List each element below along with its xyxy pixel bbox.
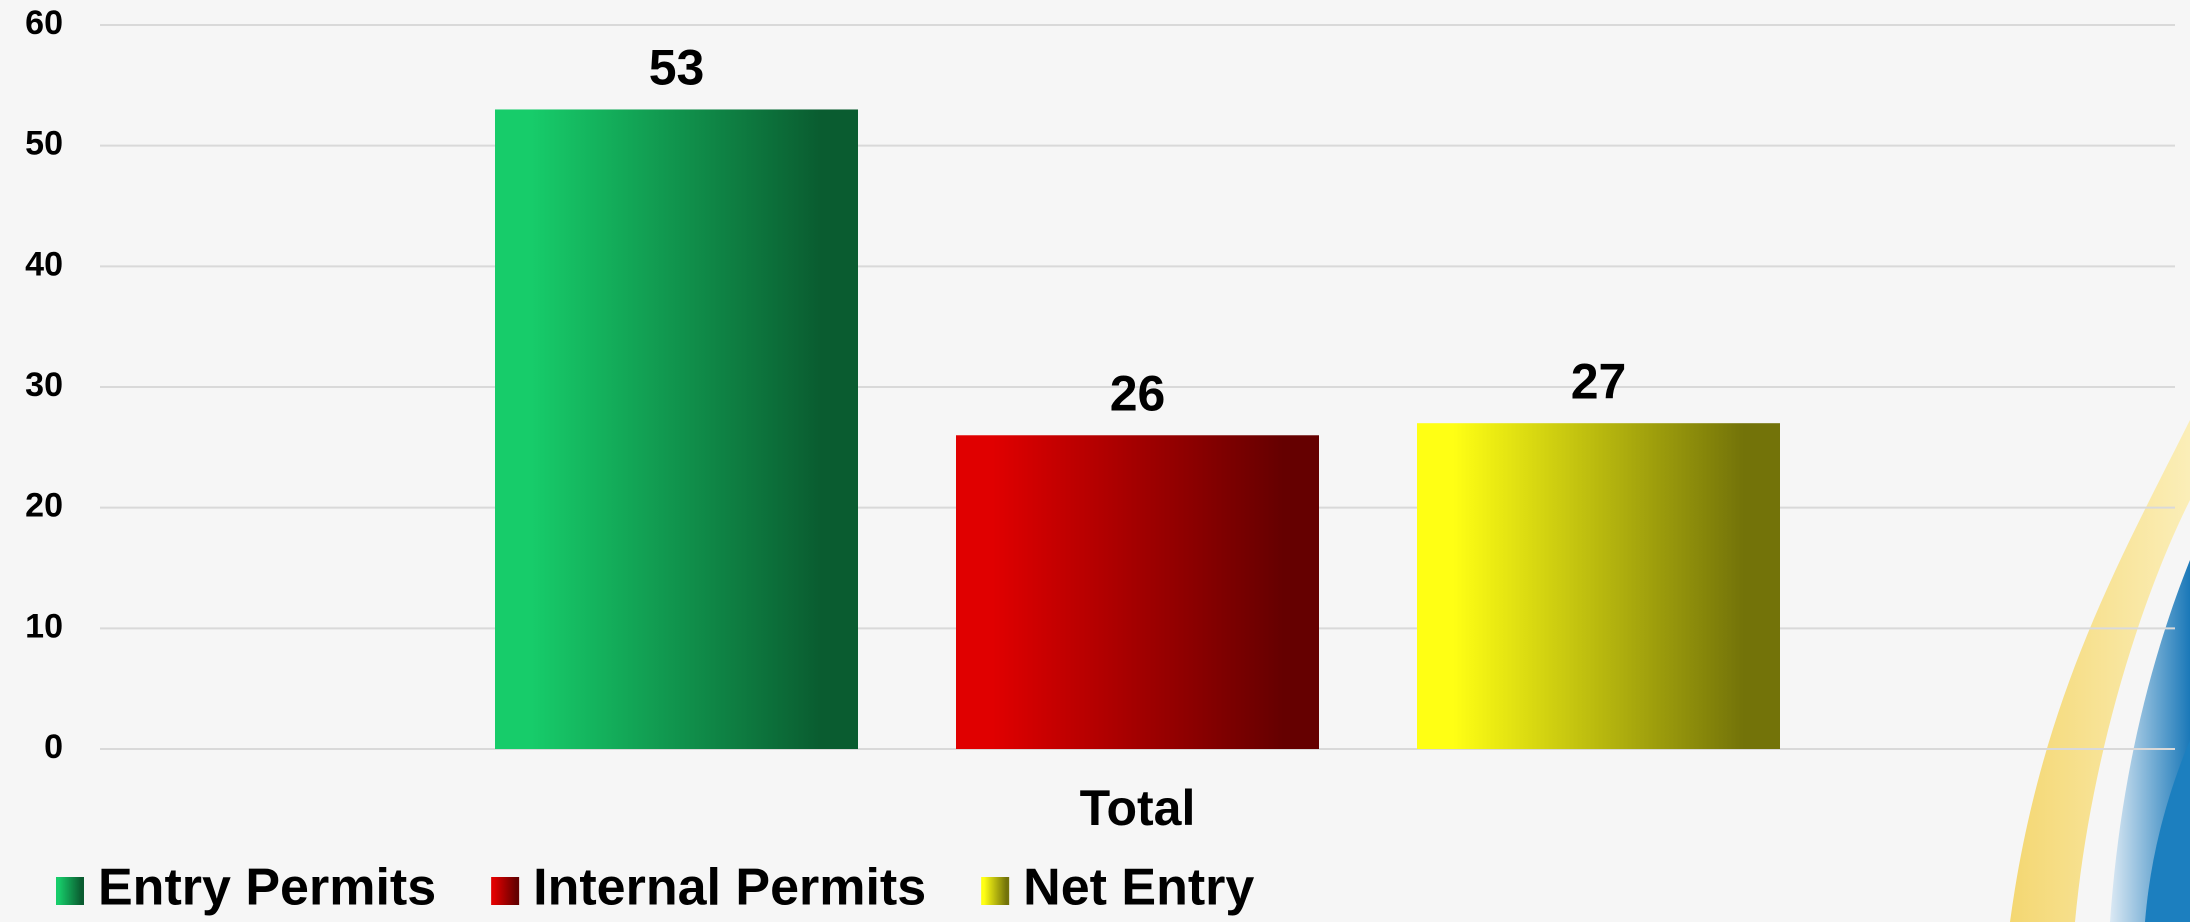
- y-tick-label: 50: [25, 125, 63, 163]
- legend-swatch: [56, 877, 84, 905]
- value-label: 26: [1110, 365, 1166, 421]
- y-tick-label: 0: [44, 728, 63, 766]
- legend-label: Net Entry: [1023, 859, 1254, 917]
- bar: [956, 435, 1319, 749]
- legend-swatch: [981, 877, 1010, 905]
- value-label: 53: [649, 40, 705, 96]
- y-tick-label: 40: [25, 245, 63, 283]
- legend-swatch: [491, 877, 520, 905]
- bar: [495, 109, 858, 749]
- bar: [1417, 423, 1780, 749]
- decoration: [2010, 420, 2190, 922]
- y-tick-label: 60: [25, 4, 63, 42]
- y-tick-label: 30: [25, 366, 63, 404]
- value-label: 27: [1571, 353, 1627, 409]
- y-tick-label: 20: [25, 487, 63, 525]
- x-tick-label: Total: [1080, 780, 1196, 836]
- legend-label: Internal Permits: [533, 859, 926, 917]
- legend-label: Entry Permits: [98, 859, 436, 917]
- y-tick-label: 10: [25, 607, 63, 645]
